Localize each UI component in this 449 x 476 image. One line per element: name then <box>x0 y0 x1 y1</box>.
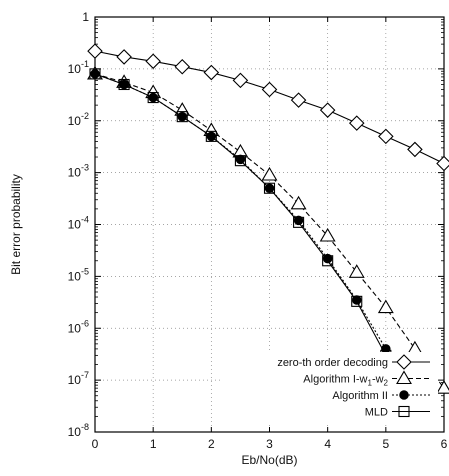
data-point <box>261 166 278 181</box>
data-point <box>116 49 132 65</box>
x-tick-label: 2 <box>208 437 215 451</box>
y-tick-label: 10-5 <box>68 266 89 283</box>
x-tick-label: 5 <box>382 437 389 451</box>
data-point <box>118 78 130 91</box>
data-point <box>205 130 217 142</box>
x-tick-label: 0 <box>92 437 99 451</box>
data-point <box>203 64 220 81</box>
y-tick-label: 10-3 <box>68 163 89 180</box>
data-point <box>87 43 103 59</box>
data-point <box>235 154 246 165</box>
y-tick-label: 10-7 <box>68 370 89 387</box>
legend-marker <box>396 370 412 385</box>
legend-item: Algorithm I-w1-w2 <box>303 370 430 388</box>
data-point <box>436 380 449 394</box>
legend-label: Algorithm II <box>332 390 388 402</box>
data-point <box>176 111 188 123</box>
data-point <box>174 58 191 75</box>
legend-label: MLD <box>365 407 388 419</box>
data-point <box>234 155 246 167</box>
data-point <box>348 264 365 278</box>
data-point <box>319 102 336 118</box>
series-1 <box>87 65 449 394</box>
series-line <box>94 50 445 164</box>
data-point <box>319 227 336 242</box>
series-line <box>94 73 416 402</box>
data-point <box>377 299 394 314</box>
series-3 <box>89 68 421 413</box>
data-point <box>378 128 394 145</box>
data-point <box>322 253 333 264</box>
legend-item: MLD <box>365 405 430 419</box>
y-tick-label: 10-6 <box>68 318 89 335</box>
legend-marker <box>396 354 412 370</box>
legend-marker <box>399 390 409 400</box>
x-tick-label: 1 <box>150 437 157 451</box>
data-point <box>290 92 307 108</box>
x-tick-label: 4 <box>324 437 331 451</box>
data-point <box>348 115 365 131</box>
data-point <box>147 92 159 104</box>
legend: zero-th order decoding Algorithm I-w1-w2 A… <box>222 352 438 422</box>
data-point <box>293 215 304 226</box>
data-point <box>145 53 161 70</box>
legend-label: Algorithm I-w1-w2 <box>303 374 388 388</box>
data-point <box>293 216 305 228</box>
y-tick-label: 1 <box>82 10 89 24</box>
legend-item: zero-th order decoding <box>277 354 430 370</box>
legend-item: Algorithm II <box>332 390 430 402</box>
y-tick-label: 10-4 <box>68 215 89 232</box>
data-point <box>232 72 249 89</box>
ticks: 0 1 2 3 4 5 6 1 10-1 10-2 10-3 10-4 10-5 10-6 10-7 10-8 <box>68 10 448 451</box>
x-axis-label: Eb/No(dB) <box>241 453 297 467</box>
y-tick-label: 10-1 <box>68 59 89 76</box>
legend-label: zero-th order decoding <box>277 357 388 369</box>
data-point <box>407 141 423 158</box>
x-tick-label: 3 <box>266 437 273 451</box>
data-point <box>261 81 278 98</box>
data-point <box>436 155 449 172</box>
x-tick-label: 6 <box>441 437 448 451</box>
data-point <box>322 255 334 267</box>
legend-marker <box>398 405 410 418</box>
data-point <box>263 182 276 194</box>
y-axis-label: Bit error probability <box>9 174 23 275</box>
series-0 <box>87 43 449 172</box>
y-tick-label: 10-8 <box>68 422 89 439</box>
data-point <box>89 68 101 80</box>
data-point <box>290 195 307 210</box>
y-tick-label: 10-2 <box>68 111 89 128</box>
series-layer <box>87 43 449 413</box>
data-point <box>351 295 363 307</box>
